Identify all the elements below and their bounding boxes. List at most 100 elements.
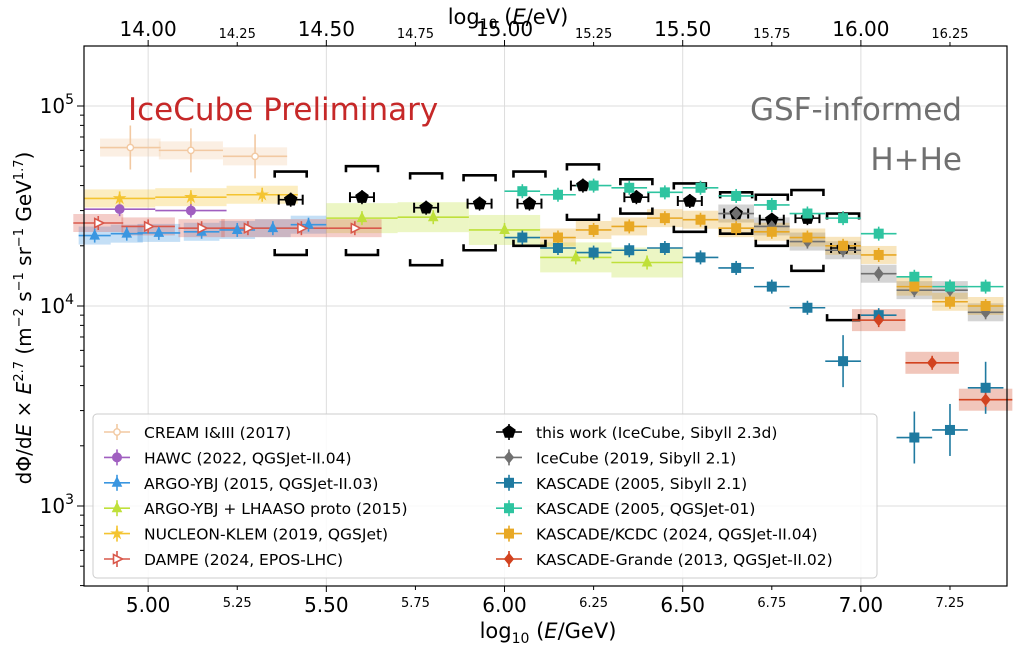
top-minor-tick-label: 14.25 [219,27,256,42]
data-markers [89,143,991,443]
legend-label: KASCADE-Grande (2013, QGSJet-II.02) [536,551,833,569]
data-point [838,213,849,224]
data-point [802,208,813,219]
data-point [517,232,528,243]
x-minor-tick-label: 5.75 [401,596,430,611]
data-point [355,190,369,203]
data-point [588,180,599,191]
systematic-upper-bracket [344,164,380,173]
data-point [552,189,563,200]
systematic-lower-bracket [462,244,497,252]
data-point [980,382,991,393]
data-point [243,222,256,234]
top-tick-label: 16.00 [832,17,889,41]
x-tick-label: 5.50 [304,593,349,617]
systematic-lower-bracket [512,239,547,248]
legend-swatch-marker [113,428,121,436]
data-point [629,190,644,203]
x-tick-label: 7.00 [839,593,884,617]
data-point [873,267,884,281]
data-point [576,178,590,192]
legend-swatch-marker [502,424,516,438]
legend-label: HAWC (2022, QGSJet-II.04) [144,449,352,467]
legend-label: IceCube (2019, Sibyll 2.1) [536,449,736,467]
systematic-lower-bracket [790,264,825,273]
systematic-brackets [273,163,861,322]
data-point [231,223,243,234]
legend-swatch-marker [503,451,515,464]
data-point [873,313,884,327]
data-point [472,196,487,210]
legend-label: NUCLEON-KLEM (2019, QGSJet) [144,526,388,544]
top-minor-tick-label: 15.25 [575,27,612,42]
data-point [552,232,563,243]
x-tick-label: 6.00 [482,593,527,617]
top-minor-tick-label: 15.75 [753,27,790,42]
legend-label: ARGO-YBJ + LHAASO proto (2015) [144,500,408,518]
data-point [659,187,670,198]
legend-label: ARGO-YBJ (2015, QGSJet-II.03) [144,475,378,493]
data-point [588,224,599,235]
systematic-upper-bracket [408,172,444,180]
top-axis-title: log10 (E/eV) [448,5,569,33]
data-point [419,200,433,214]
data-point [93,217,106,229]
y-tick-label: 103 [40,492,74,518]
legend-swatch-marker [504,477,514,488]
data-point [89,228,101,240]
x-minor-tick-label: 6.75 [757,596,786,611]
data-point [944,424,955,435]
systematic-lower-bracket [344,248,380,257]
data-point [838,356,849,367]
top-tick-label: 15.00 [476,17,533,41]
legend-swatch-marker [110,526,124,540]
data-point [695,214,706,225]
data-point [944,296,955,307]
legend-swatch-marker [111,501,123,513]
systematic-upper-bracket [672,182,708,190]
systematic-lower-bracket [273,248,308,257]
annotation-gsf-informed: GSF-informed [750,92,962,128]
systematic-lower-bracket [619,207,654,215]
data-point [766,199,777,210]
legend-swatch-marker [112,452,122,463]
data-point [641,255,653,267]
data-point [683,193,697,207]
data-point [802,302,813,313]
data-point [350,222,363,234]
data-point [624,182,635,193]
legend: CREAM I&III (2017) HAWC (2022, QGSJet-II.… [92,413,878,579]
data-point [695,252,706,263]
data-point [802,232,813,243]
systematic-upper-bracket [462,174,497,182]
top-minor-tick-label: 14.75 [397,27,434,42]
uncertainty-bands [73,138,1013,411]
data-point [980,393,991,406]
x-minor-tick-label: 5.25 [223,596,252,611]
legend-swatch-marker [504,503,514,514]
systematic-lower-bracket [672,225,708,234]
y-tick-label: 105 [40,92,74,118]
data-point [185,205,196,216]
y-axis-title: dΦ/dE × E2.7 (m−2 s−1 sr−1 GeV1.7) [12,152,36,485]
data-point [114,204,125,215]
data-point [624,245,635,256]
systematic-lower-bracket [825,314,861,322]
data-point [838,240,849,251]
y-tick-label: 104 [40,292,74,318]
x-axis-title: log10 (E/GeV) [480,619,617,647]
data-point [624,221,635,232]
systematic-upper-bracket [565,163,601,171]
data-point [517,186,528,197]
data-point [297,222,309,234]
systematic-lower-bracket [754,239,790,248]
x-tick-label: 6.50 [660,593,705,617]
data-point [126,143,135,152]
data-point [909,271,920,282]
legend-label: KASCADE (2005, Sibyll 2.1) [536,475,747,493]
systematic-upper-bracket [754,193,790,201]
data-point [267,221,279,233]
top-minor-tick-label: 16.25 [931,27,968,42]
data-point [522,196,537,210]
